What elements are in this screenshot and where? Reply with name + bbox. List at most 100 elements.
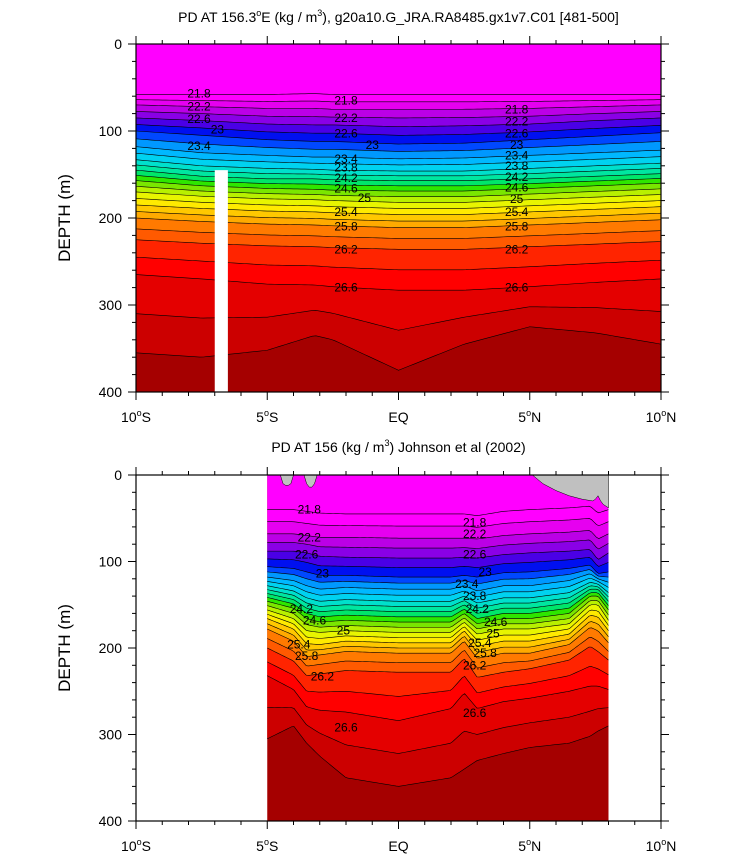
y-tick-label: 300 bbox=[99, 727, 123, 743]
density-band bbox=[267, 615, 609, 652]
density-band bbox=[136, 191, 661, 209]
density-band bbox=[267, 582, 609, 608]
contour-label: 22.6 bbox=[187, 112, 211, 126]
contour-label: 21.8 bbox=[298, 503, 322, 517]
contour-line bbox=[267, 557, 609, 568]
contour-label: 26.6 bbox=[463, 706, 487, 720]
contour-line bbox=[267, 627, 609, 659]
contour-label: 24.2 bbox=[505, 170, 529, 184]
y-axis-label: DEPTH (m) bbox=[55, 604, 74, 692]
x-tick-label: 5oN bbox=[518, 408, 541, 425]
contour-line bbox=[267, 585, 609, 609]
density-band bbox=[267, 675, 609, 754]
contour-label: 24.2 bbox=[466, 602, 490, 616]
density-band bbox=[136, 99, 661, 110]
contour-label: 23.8 bbox=[505, 159, 529, 173]
chart-title: PD AT 156.3oE (kg / m3), g20a10.G_JRA.RA… bbox=[178, 8, 619, 25]
contour-label: 25.4 bbox=[505, 205, 529, 219]
y-axis: 0 100 200 300 400 bbox=[99, 467, 669, 829]
contour-label: 25.8 bbox=[295, 649, 319, 663]
contour-line bbox=[267, 661, 609, 697]
contour-label: 21.8 bbox=[463, 516, 487, 530]
contour-label: 26.6 bbox=[334, 281, 358, 295]
density-band bbox=[136, 131, 661, 152]
y-axis: 0 100 200 300 400 bbox=[99, 36, 669, 400]
contour-label: 22.6 bbox=[295, 548, 319, 562]
contour-label: 22.6 bbox=[334, 127, 358, 141]
density-band bbox=[267, 549, 609, 568]
density-band bbox=[267, 592, 609, 624]
x-tick-label: 10oN bbox=[646, 837, 677, 854]
chart-panel-2: 21.821.822.2 22.222.6 22.623 2323.423.824.2… bbox=[55, 438, 676, 854]
density-band bbox=[136, 104, 661, 118]
density-band bbox=[136, 138, 661, 159]
contour-line bbox=[136, 138, 661, 152]
contour-line bbox=[267, 588, 609, 614]
contour-label: 24.2 bbox=[334, 171, 358, 185]
density-band bbox=[136, 274, 661, 331]
density-band bbox=[136, 204, 661, 222]
contour-label: 24.6 bbox=[505, 181, 529, 195]
contour-line bbox=[267, 675, 609, 721]
density-band bbox=[267, 585, 609, 614]
contour-label: 25.4 bbox=[334, 205, 358, 219]
y-tick-label: 400 bbox=[99, 384, 123, 400]
x-tick-label: 5oS bbox=[256, 408, 278, 425]
contour-label: 22.2 bbox=[187, 100, 211, 114]
density-band bbox=[136, 228, 661, 250]
y-tick-label: 100 bbox=[99, 123, 123, 139]
contour-label: 26.6 bbox=[334, 721, 358, 735]
y-tick-label: 200 bbox=[99, 640, 123, 656]
density-band bbox=[136, 146, 661, 165]
contour-line bbox=[136, 99, 661, 103]
density-band bbox=[136, 170, 661, 186]
density-band bbox=[267, 573, 609, 597]
contour-label: 23 bbox=[211, 122, 225, 136]
contour-label: 23.8 bbox=[463, 589, 487, 603]
contour-line bbox=[136, 117, 661, 127]
density-band bbox=[267, 610, 609, 646]
y-tick-label: 400 bbox=[99, 813, 123, 829]
contour-line bbox=[267, 530, 609, 540]
density-band bbox=[267, 518, 609, 539]
x-tick-label: EQ bbox=[388, 409, 408, 425]
contour-line bbox=[267, 609, 609, 641]
contour-label: 23 bbox=[478, 565, 492, 579]
density-band bbox=[267, 600, 609, 634]
density-band bbox=[136, 239, 661, 270]
contour-line bbox=[267, 505, 609, 516]
contour-line bbox=[267, 549, 609, 560]
contour-line bbox=[136, 130, 661, 145]
contour-line bbox=[267, 725, 609, 787]
y-tick-label: 0 bbox=[114, 467, 122, 483]
contour-label: 25 bbox=[358, 191, 372, 205]
contour-label: 26.6 bbox=[505, 281, 529, 295]
density-band bbox=[267, 578, 609, 603]
density-band bbox=[267, 557, 609, 578]
contour-label: 23 bbox=[316, 567, 330, 581]
contour-label: 23.4 bbox=[455, 577, 479, 591]
contour-label: 25 bbox=[486, 626, 500, 640]
x-tick-label: 5oS bbox=[256, 837, 278, 854]
contour-label: 26.2 bbox=[334, 242, 358, 256]
x-tick-label: 5oN bbox=[518, 837, 541, 854]
contour-line bbox=[267, 615, 609, 647]
density-band bbox=[267, 539, 609, 560]
y-axis-label: DEPTH (m) bbox=[55, 174, 74, 262]
contour-line bbox=[136, 93, 661, 95]
contour-label: 23.8 bbox=[334, 161, 358, 175]
contour-label: 21.8 bbox=[505, 102, 529, 116]
density-band bbox=[136, 257, 661, 291]
x-tick-label: 10oS bbox=[121, 408, 151, 425]
contour-label: 22.6 bbox=[463, 548, 487, 562]
density-band bbox=[267, 475, 609, 516]
contour-label: 25 bbox=[337, 624, 351, 638]
contour-label: 23.4 bbox=[187, 139, 211, 153]
density-band bbox=[136, 153, 661, 172]
x-tick-label: 10oN bbox=[646, 408, 677, 425]
density-band bbox=[136, 159, 661, 176]
contour-label: 24.6 bbox=[334, 181, 358, 195]
density-band bbox=[136, 306, 661, 371]
contour-label: 21.8 bbox=[187, 87, 211, 101]
density-band bbox=[136, 198, 661, 215]
